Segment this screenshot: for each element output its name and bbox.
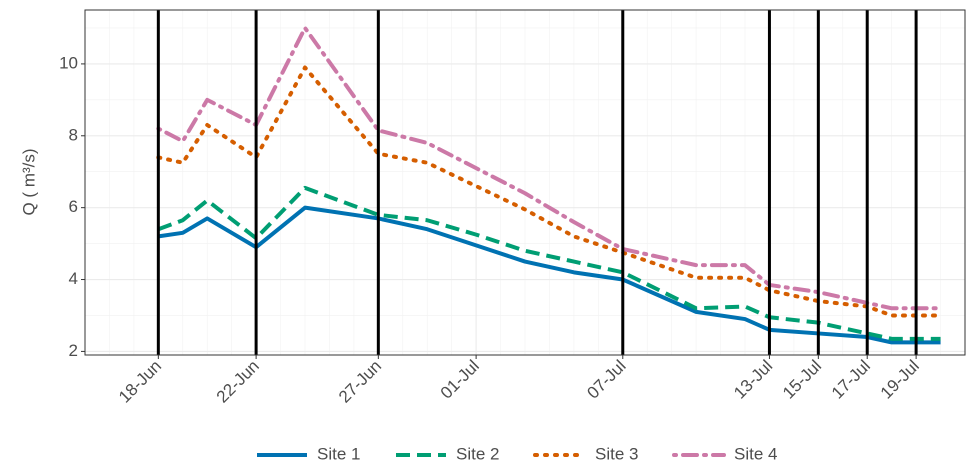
x-tick-label: 19-Jul	[877, 356, 923, 402]
y-tick-label: 10	[59, 53, 78, 72]
legend-label: Site 4	[734, 444, 777, 463]
x-tick-label: 15-Jul	[779, 356, 825, 402]
y-tick-label: 8	[69, 125, 78, 144]
y-tick-label: 6	[69, 197, 78, 216]
x-tick-label: 01-Jul	[437, 356, 483, 402]
x-tick-label: 17-Jul	[828, 356, 874, 402]
legend-label: Site 1	[317, 444, 360, 463]
x-tick-label: 27-Jun	[335, 356, 385, 406]
x-tick-label: 18-Jun	[115, 356, 165, 406]
plot-border	[84, 9, 966, 356]
x-tick-label: 13-Jul	[730, 356, 776, 402]
series-line	[157, 185, 941, 341]
series-line	[158, 205, 941, 345]
y-tick-label: 2	[69, 341, 78, 360]
y-tick-label: 4	[69, 269, 78, 288]
legend: Site 1 Site 2 Site 3 Site 4	[257, 444, 777, 463]
series-line	[156, 65, 943, 318]
x-tick-label: 22-Jun	[213, 356, 263, 406]
plot-area	[156, 25, 943, 345]
x-tick-label: 07-Jul	[583, 356, 629, 402]
legend-label: Site 3	[595, 444, 638, 463]
series-line	[156, 25, 943, 311]
legend-label: Site 2	[456, 444, 499, 463]
y-axis-label: Q ( m³/s)	[19, 148, 38, 215]
